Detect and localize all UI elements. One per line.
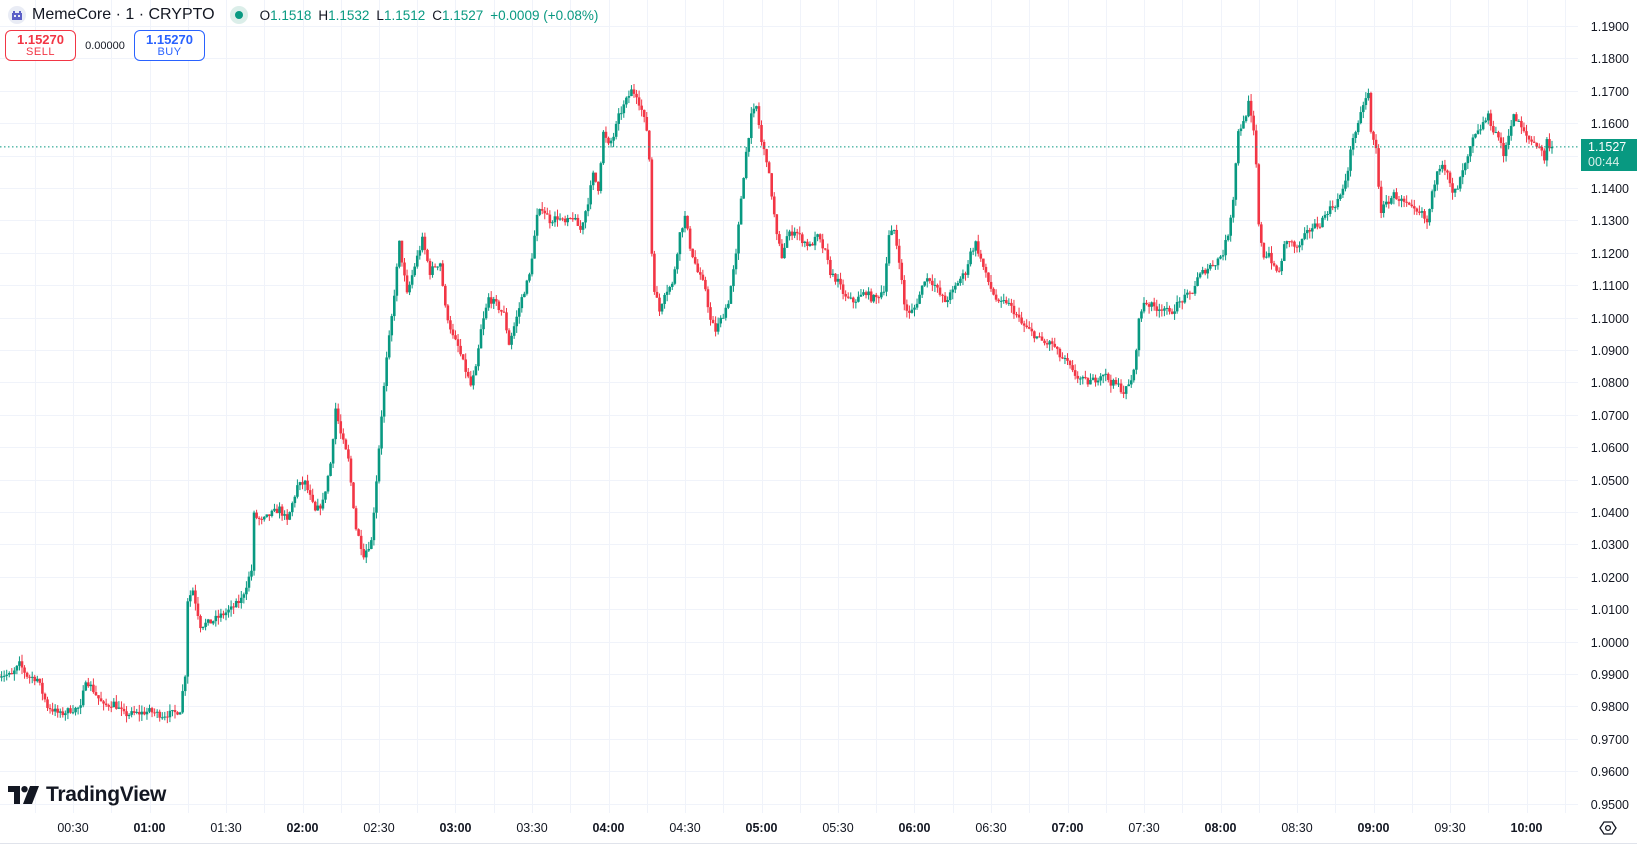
- time-axis-label: 07:30: [1128, 821, 1160, 835]
- time-axis-label: 00:30: [57, 821, 89, 835]
- time-axis-label: 08:00: [1204, 821, 1237, 835]
- time-axis-label: 05:30: [822, 821, 854, 835]
- price-axis-label: 0.9500: [1590, 797, 1629, 812]
- price-axis-label: 0.9700: [1590, 732, 1629, 747]
- price-axis-label: 0.9900: [1590, 667, 1629, 682]
- low-label: L: [376, 7, 384, 23]
- time-axis-label: 04:30: [669, 821, 701, 835]
- price-axis-label: 1.0300: [1590, 537, 1629, 552]
- time-axis-label: 06:00: [898, 821, 931, 835]
- time-axis-label: 03:00: [439, 821, 472, 835]
- price-axis-label: 1.1100: [1591, 278, 1629, 293]
- sell-button[interactable]: 1.15270 SELL: [5, 30, 76, 61]
- open-label: O: [259, 7, 271, 23]
- price-axis-label: 1.0900: [1590, 343, 1629, 358]
- buy-button[interactable]: 1.15270 BUY: [134, 30, 205, 61]
- sell-price: 1.15270: [17, 32, 64, 47]
- time-axis-label: 03:30: [516, 821, 548, 835]
- price-axis-label: 1.0100: [1590, 602, 1629, 617]
- time-axis-label: 10:00: [1510, 821, 1543, 835]
- time-axis-label: 01:30: [210, 821, 242, 835]
- price-axis-label: 1.1900: [1590, 19, 1629, 34]
- price-axis-label: 1.1300: [1590, 213, 1629, 228]
- price-axis-label: 1.1600: [1590, 116, 1629, 131]
- settings-icon[interactable]: [1599, 819, 1617, 837]
- price-axis-label: 0.9800: [1590, 699, 1629, 714]
- trade-panel: 1.15270 SELL 0.00000 1.15270 BUY: [5, 30, 205, 61]
- time-axis-label: 01:00: [133, 821, 166, 835]
- high-value: 1.1532: [328, 7, 370, 23]
- chart-pane[interactable]: [0, 0, 1578, 813]
- price-axis[interactable]: 1.19001.18001.17001.16001.15001.14001.13…: [1578, 0, 1637, 813]
- time-axis-label: 09:00: [1357, 821, 1390, 835]
- sell-label: SELL: [26, 46, 55, 58]
- time-axis-label: 04:00: [592, 821, 625, 835]
- tradingview-logo-icon: [8, 786, 39, 804]
- close-label: C: [432, 7, 442, 23]
- low-value: 1.1512: [383, 7, 426, 23]
- last-price-tag: 1.1527 00:44: [1581, 139, 1637, 171]
- price-axis-label: 1.0200: [1590, 570, 1629, 585]
- ohlc-values: O1.1518 H1.1532 L1.1512 C1.1527 +0.0009 …: [260, 8, 599, 23]
- time-axis-label: 09:30: [1434, 821, 1466, 835]
- price-axis-label: 1.1400: [1590, 181, 1629, 196]
- time-axis-label: 06:30: [975, 821, 1007, 835]
- price-axis-label: 1.0400: [1590, 505, 1629, 520]
- price-axis-label: 1.1200: [1590, 246, 1629, 261]
- price-axis-label: 1.0600: [1590, 440, 1629, 455]
- price-axis-label: 1.1000: [1590, 311, 1629, 326]
- change-value: +0.0009 (+0.08%): [490, 7, 599, 23]
- building-icon[interactable]: [8, 6, 26, 24]
- market-status-icon[interactable]: [229, 6, 248, 24]
- time-axis[interactable]: 00:30 01:00 01:30 02:00 02:30 03:00 03:30 04:00…: [0, 813, 1637, 844]
- close-value: 1.1527: [441, 7, 484, 23]
- price-axis-label: 1.0800: [1590, 375, 1629, 390]
- time-axis-label: 07:00: [1051, 821, 1084, 835]
- tradingview-logo[interactable]: TradingView: [8, 783, 167, 806]
- price-axis-label: 1.1700: [1590, 84, 1629, 99]
- candlestick-chart[interactable]: [0, 0, 1578, 813]
- symbol-legend: MemeCore · 1 · CRYPTO O1.1518 H1.1532 L1…: [8, 4, 598, 26]
- spread-value: 0.00000: [85, 39, 125, 52]
- price-axis-label: 1.0500: [1590, 473, 1629, 488]
- grid-lines: [0, 0, 1578, 813]
- time-axis-label: 08:30: [1281, 821, 1313, 835]
- logo-text: TradingView: [46, 783, 167, 806]
- price-axis-label: 0.9600: [1590, 764, 1629, 779]
- time-axis-label: 02:00: [286, 821, 319, 835]
- buy-price: 1.15270: [146, 32, 193, 47]
- open-value: 1.1518: [270, 7, 312, 23]
- buy-label: BUY: [157, 46, 182, 58]
- bar-countdown: 00:44: [1588, 155, 1620, 169]
- price-axis-label: 1.0700: [1590, 408, 1629, 423]
- time-axis-label: 02:30: [363, 821, 395, 835]
- candles: [0, 84, 1554, 724]
- last-price-value: 1.1527: [1588, 140, 1627, 154]
- price-axis-label: 1.0000: [1590, 635, 1629, 650]
- symbol-title[interactable]: MemeCore · 1 · CRYPTO: [32, 6, 215, 23]
- time-axis-label: 05:00: [745, 821, 778, 835]
- price-axis-label: 1.1800: [1590, 51, 1629, 66]
- high-label: H: [318, 7, 329, 23]
